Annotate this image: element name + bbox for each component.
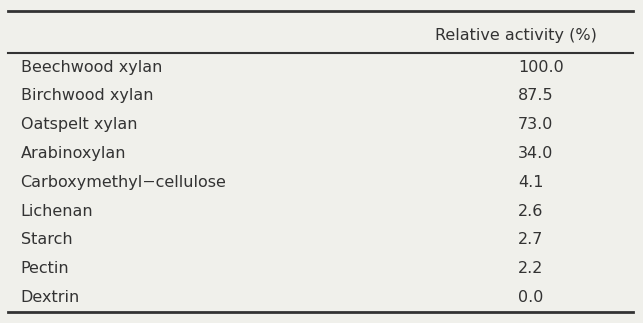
Text: 87.5: 87.5 <box>518 89 554 103</box>
Text: 2.2: 2.2 <box>518 261 543 276</box>
Text: 34.0: 34.0 <box>518 146 554 161</box>
Text: Relative activity (%): Relative activity (%) <box>435 27 597 43</box>
Text: 73.0: 73.0 <box>518 117 554 132</box>
Text: 0.0: 0.0 <box>518 290 543 305</box>
Text: Oatspelt xylan: Oatspelt xylan <box>21 117 137 132</box>
Text: Dextrin: Dextrin <box>21 290 80 305</box>
Text: Arabinoxylan: Arabinoxylan <box>21 146 126 161</box>
Text: Carboxymethyl−cellulose: Carboxymethyl−cellulose <box>21 175 226 190</box>
Text: Beechwood xylan: Beechwood xylan <box>21 59 162 75</box>
Text: 2.7: 2.7 <box>518 233 543 247</box>
Text: Starch: Starch <box>21 233 72 247</box>
Text: Birchwood xylan: Birchwood xylan <box>21 89 153 103</box>
Text: 2.6: 2.6 <box>518 203 543 219</box>
Text: 100.0: 100.0 <box>518 59 564 75</box>
Text: 4.1: 4.1 <box>518 175 543 190</box>
Text: Lichenan: Lichenan <box>21 203 93 219</box>
Text: Pectin: Pectin <box>21 261 69 276</box>
